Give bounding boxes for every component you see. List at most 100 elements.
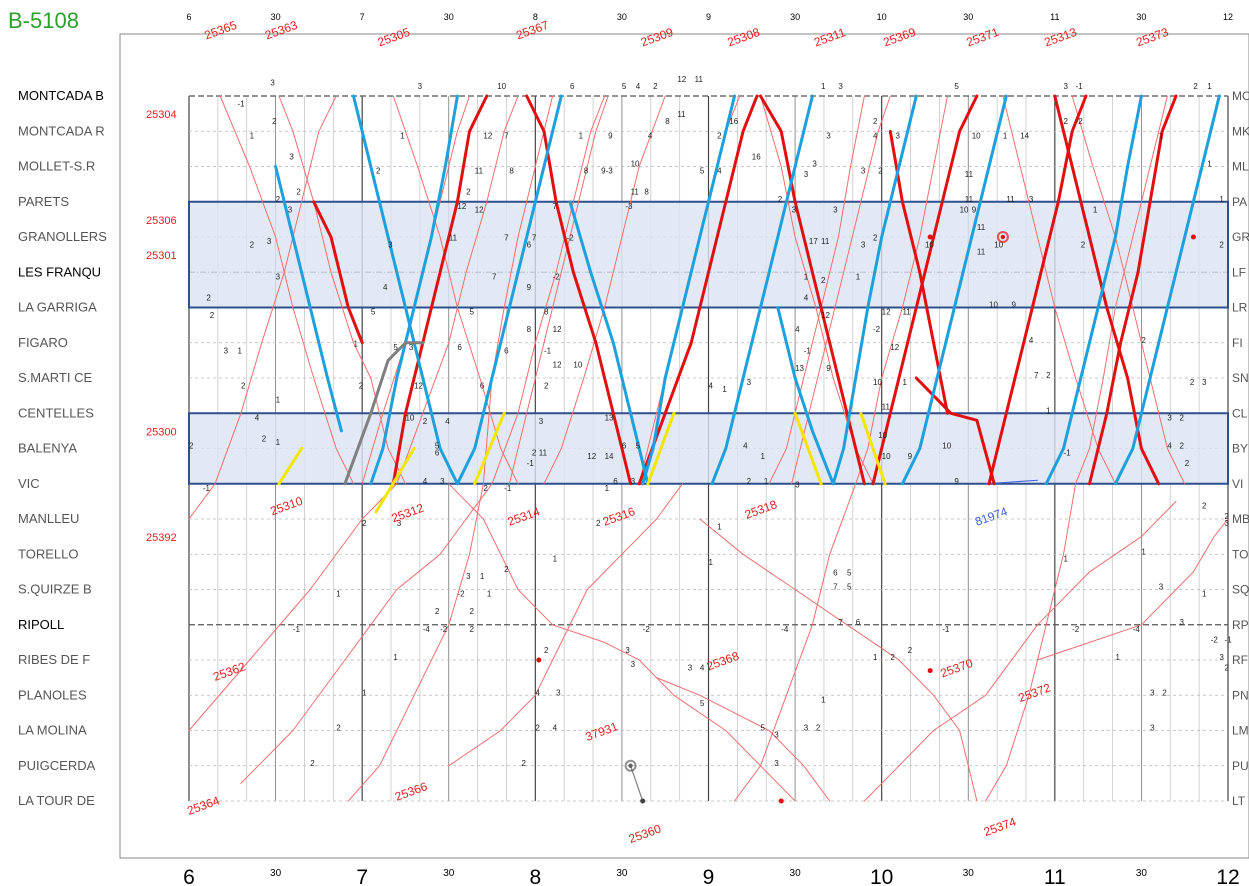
train-line-b5	[568, 200, 650, 486]
station-marker	[927, 234, 933, 240]
track-number: -4	[1133, 625, 1141, 634]
track-number: 1	[1202, 590, 1207, 599]
track-number: 1	[487, 590, 492, 599]
station-label: LES FRANQU	[18, 264, 101, 279]
track-number: 2	[1219, 241, 1224, 250]
train-line-g1	[343, 341, 425, 486]
station-marker	[640, 798, 646, 804]
station-marker	[927, 668, 933, 674]
train-line-25366	[448, 483, 683, 767]
track-number: 3	[861, 167, 866, 176]
track-number: 3	[1225, 519, 1230, 528]
track-number: 3	[397, 519, 402, 528]
station-abbreviation: SQ	[1232, 583, 1249, 597]
track-number: 2	[1141, 336, 1146, 345]
track-number: 3	[804, 170, 809, 179]
track-number: 2	[362, 519, 367, 528]
track-number: 10	[925, 241, 934, 250]
station-marker	[536, 657, 542, 663]
track-number: 1	[276, 438, 281, 447]
station-marker	[1000, 234, 1006, 240]
track-number: -2	[1076, 117, 1084, 126]
track-number: 12	[483, 131, 492, 140]
station-label: MOLLET-S.R	[18, 159, 95, 174]
track-number: 7	[492, 272, 497, 281]
track-number: 3	[804, 724, 809, 733]
track-number: 3	[1159, 583, 1164, 592]
track-number: 11	[977, 248, 986, 257]
station-abbreviation: LR	[1232, 301, 1248, 315]
track-number: 12	[821, 311, 830, 320]
track-number: 10	[405, 413, 414, 422]
station-label: PLANOLES	[18, 687, 87, 702]
track-number: -3	[625, 202, 633, 211]
track-number: 16	[729, 117, 738, 126]
track-number: 6	[457, 343, 462, 352]
track-number: 1	[902, 378, 907, 387]
train-number-label: 25363	[263, 18, 299, 43]
track-number: 3	[556, 688, 561, 697]
station-marker	[1190, 234, 1196, 240]
track-number: 1	[760, 452, 765, 461]
track-number: 1	[336, 590, 341, 599]
station-abbreviation: GR	[1232, 230, 1249, 244]
track-number: 1	[1003, 131, 1008, 140]
track-number: 3	[409, 343, 414, 352]
track-number: 11	[882, 403, 891, 412]
track-number: 2	[310, 759, 315, 768]
train-line-r9	[1053, 94, 1161, 486]
station-abbreviations: MO MK ML PA GR LF LR FI SN CL BY VI MB TO SQ RP RF PN LM PU…	[1232, 89, 1249, 808]
track-number: 2	[653, 82, 658, 91]
track-number: 1	[717, 523, 722, 532]
station-abbreviation: CL	[1232, 406, 1248, 420]
track-number: 10	[942, 442, 951, 451]
track-number: 2	[1063, 117, 1068, 126]
track-number: -2	[643, 625, 651, 634]
track-number: 4	[553, 724, 558, 733]
track-number: 11	[449, 234, 458, 243]
track-number: 3	[1150, 688, 1155, 697]
track-number: 1	[276, 396, 281, 405]
track-number: 12	[587, 452, 596, 461]
train-line-y2	[374, 447, 416, 514]
track-number: 2	[336, 724, 341, 733]
train-line-b10	[900, 94, 1008, 486]
top-time-tick: 11	[1050, 12, 1059, 22]
station-abbreviation: BY	[1232, 442, 1248, 456]
track-number: 2	[1081, 241, 1086, 250]
track-number: 2	[1180, 413, 1185, 422]
track-number: 17	[809, 237, 818, 246]
track-number: 5	[700, 699, 705, 708]
train-number-label: 25373	[1134, 25, 1170, 50]
top-time-tick: 30	[617, 12, 627, 22]
train-number-label: 25316	[601, 504, 637, 529]
top-time-tick: 10	[877, 12, 887, 22]
track-number: 12	[677, 75, 686, 84]
track-number: 2	[873, 117, 878, 126]
track-number: -1	[203, 484, 211, 493]
track-number: 10	[573, 360, 582, 369]
track-number: 6	[622, 442, 627, 451]
track-number: 1	[821, 82, 826, 91]
track-number: 12	[553, 325, 562, 334]
bottom-time-tick: 30	[963, 868, 975, 879]
track-number: 2	[1162, 688, 1167, 697]
left-train-label: 25306	[146, 215, 177, 227]
track-number: 3	[826, 131, 831, 140]
track-number: 10	[989, 301, 998, 310]
station-abbreviation: LF	[1232, 265, 1246, 279]
track-number: 1	[1093, 205, 1098, 214]
track-number: -1	[942, 625, 950, 634]
track-number: 3	[1150, 724, 1155, 733]
track-number: 3	[792, 205, 797, 214]
train-number-label: 25310	[268, 494, 304, 519]
train-line-25370	[699, 518, 978, 802]
top-time-tick: 7	[360, 12, 365, 22]
train-line-y6	[859, 411, 887, 486]
track-number: 2	[873, 234, 878, 243]
track-number: 2	[504, 565, 509, 574]
track-number: 1	[1219, 195, 1224, 204]
station-label: FIGARO	[18, 335, 68, 350]
bottom-time-tick: 30	[443, 868, 455, 879]
track-number: 9	[826, 364, 831, 373]
